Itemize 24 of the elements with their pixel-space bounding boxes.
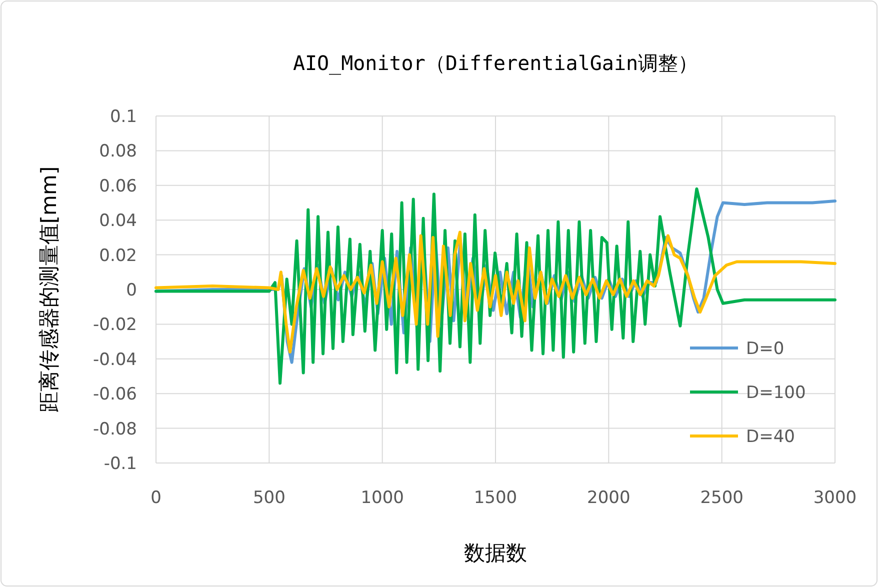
y-tick-label: 0.06: [99, 176, 137, 196]
chart-title: AIO_Monitor（DifferentialGain调整）: [292, 51, 698, 75]
x-tick-label: 1000: [360, 488, 404, 508]
y-tick-label: -0.04: [93, 350, 137, 370]
y-tick-label: -0.1: [104, 454, 137, 474]
x-tick-label: 2000: [587, 488, 630, 508]
y-tick-label: -0.08: [93, 419, 137, 440]
y-tick-label: 0.1: [110, 107, 137, 127]
legend-label: D=0: [746, 339, 784, 359]
x-axis-title: 数据数: [464, 541, 527, 565]
y-tick-label: 0.04: [99, 211, 137, 232]
y-axis-title: 距离传感器的测量值[mm]: [37, 166, 61, 413]
x-tick-label: 0: [150, 488, 162, 508]
legend-label: D=40: [746, 427, 795, 447]
x-tick-label: 1500: [474, 488, 518, 508]
x-tick-label: 2500: [700, 488, 744, 508]
x-tick-label: 3000: [813, 488, 857, 508]
y-tick-label: 0.02: [99, 246, 137, 266]
y-tick-label: 0.08: [99, 142, 137, 162]
y-tick-label: -0.06: [93, 384, 137, 405]
legend-label: D=100: [746, 383, 806, 403]
x-tick-label: 500: [252, 488, 286, 508]
y-tick-label: -0.02: [93, 315, 137, 336]
y-tick-label: 0: [126, 280, 137, 300]
